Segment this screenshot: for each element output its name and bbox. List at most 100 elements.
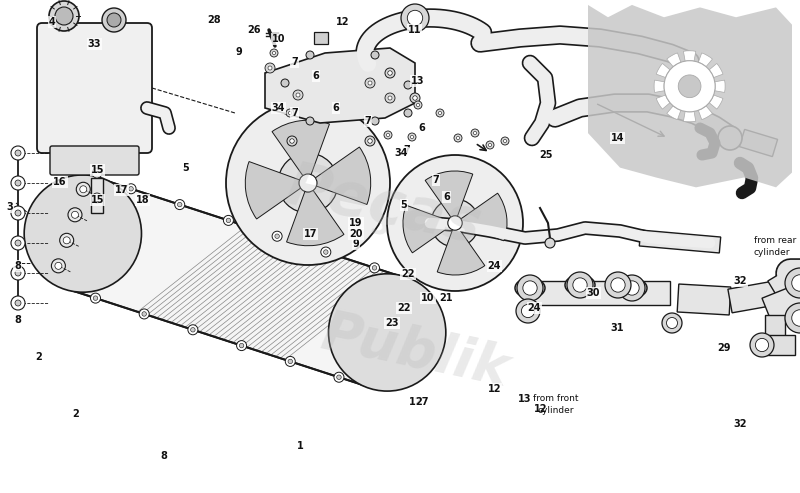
Circle shape xyxy=(365,136,375,146)
Circle shape xyxy=(365,78,375,88)
Text: 7: 7 xyxy=(403,145,410,155)
Text: 11: 11 xyxy=(408,25,421,35)
Circle shape xyxy=(611,278,625,292)
Circle shape xyxy=(416,104,420,106)
Circle shape xyxy=(15,240,21,246)
Circle shape xyxy=(80,186,86,193)
Circle shape xyxy=(286,356,295,366)
Circle shape xyxy=(755,338,769,352)
Wedge shape xyxy=(683,51,696,61)
Circle shape xyxy=(92,193,102,203)
Circle shape xyxy=(15,150,21,156)
Circle shape xyxy=(456,137,459,140)
Text: 14: 14 xyxy=(611,133,624,143)
Wedge shape xyxy=(656,64,670,77)
Circle shape xyxy=(368,81,372,85)
Text: 17: 17 xyxy=(115,185,128,195)
Text: 13: 13 xyxy=(518,394,531,404)
Circle shape xyxy=(785,268,800,298)
Text: 12: 12 xyxy=(336,17,349,27)
Text: 7: 7 xyxy=(433,175,439,185)
Circle shape xyxy=(454,134,462,142)
Circle shape xyxy=(323,250,328,254)
Text: 16: 16 xyxy=(54,177,66,187)
Text: Publik: Publik xyxy=(317,306,515,398)
Circle shape xyxy=(501,137,509,145)
Text: 6: 6 xyxy=(333,104,339,113)
Text: from front
cylinder: from front cylinder xyxy=(534,394,578,415)
Circle shape xyxy=(237,341,246,351)
Circle shape xyxy=(666,317,678,328)
Wedge shape xyxy=(666,106,681,120)
Text: 7: 7 xyxy=(291,108,298,118)
FancyBboxPatch shape xyxy=(314,32,328,44)
Wedge shape xyxy=(308,147,370,205)
Ellipse shape xyxy=(617,278,647,298)
Circle shape xyxy=(270,49,278,57)
Circle shape xyxy=(401,4,429,32)
Text: 15: 15 xyxy=(91,165,104,175)
Text: 15: 15 xyxy=(91,195,104,205)
Circle shape xyxy=(448,216,462,230)
Circle shape xyxy=(718,126,742,150)
Text: 9: 9 xyxy=(235,47,242,57)
Circle shape xyxy=(288,359,293,364)
Circle shape xyxy=(296,93,300,97)
Circle shape xyxy=(388,96,392,100)
Text: 6: 6 xyxy=(443,192,450,202)
Wedge shape xyxy=(425,171,473,223)
Text: 29: 29 xyxy=(718,343,730,352)
Circle shape xyxy=(188,325,198,335)
Circle shape xyxy=(24,175,142,292)
Text: 10: 10 xyxy=(272,35,285,44)
Circle shape xyxy=(51,259,66,273)
Circle shape xyxy=(334,372,344,382)
Text: 34: 34 xyxy=(395,148,408,158)
Text: 7: 7 xyxy=(291,57,298,67)
Circle shape xyxy=(15,210,21,216)
Circle shape xyxy=(387,155,523,291)
Text: 18: 18 xyxy=(135,195,150,205)
Circle shape xyxy=(385,68,395,78)
Circle shape xyxy=(664,61,715,112)
Text: 13: 13 xyxy=(411,76,424,86)
Text: Peças: Peças xyxy=(281,157,487,256)
Circle shape xyxy=(281,79,289,87)
Circle shape xyxy=(662,313,682,333)
Text: 5: 5 xyxy=(182,163,189,173)
Polygon shape xyxy=(739,129,778,157)
Text: 12: 12 xyxy=(488,385,501,394)
Circle shape xyxy=(63,237,70,244)
Text: 34: 34 xyxy=(272,104,285,113)
Text: 3: 3 xyxy=(6,202,13,212)
Circle shape xyxy=(573,278,587,292)
Circle shape xyxy=(605,272,631,298)
Circle shape xyxy=(785,303,800,333)
Circle shape xyxy=(15,270,21,276)
Circle shape xyxy=(488,143,491,146)
Text: 24: 24 xyxy=(528,303,541,313)
Text: 12: 12 xyxy=(410,397,422,407)
Text: 32: 32 xyxy=(734,419,746,429)
FancyBboxPatch shape xyxy=(50,146,139,175)
FancyBboxPatch shape xyxy=(37,23,152,153)
Wedge shape xyxy=(666,53,681,67)
Text: 21: 21 xyxy=(440,293,453,303)
Circle shape xyxy=(337,375,342,380)
Circle shape xyxy=(408,133,416,141)
Text: 7: 7 xyxy=(365,116,371,126)
Circle shape xyxy=(545,238,555,248)
Circle shape xyxy=(413,96,418,100)
Circle shape xyxy=(272,51,275,55)
Circle shape xyxy=(431,199,479,247)
Circle shape xyxy=(239,343,244,348)
Circle shape xyxy=(404,81,412,89)
Wedge shape xyxy=(683,111,696,122)
Text: 27: 27 xyxy=(416,397,429,407)
Circle shape xyxy=(90,293,101,303)
Circle shape xyxy=(329,274,446,391)
Circle shape xyxy=(288,111,292,114)
Circle shape xyxy=(76,182,90,196)
Wedge shape xyxy=(709,95,723,109)
Polygon shape xyxy=(677,284,731,315)
